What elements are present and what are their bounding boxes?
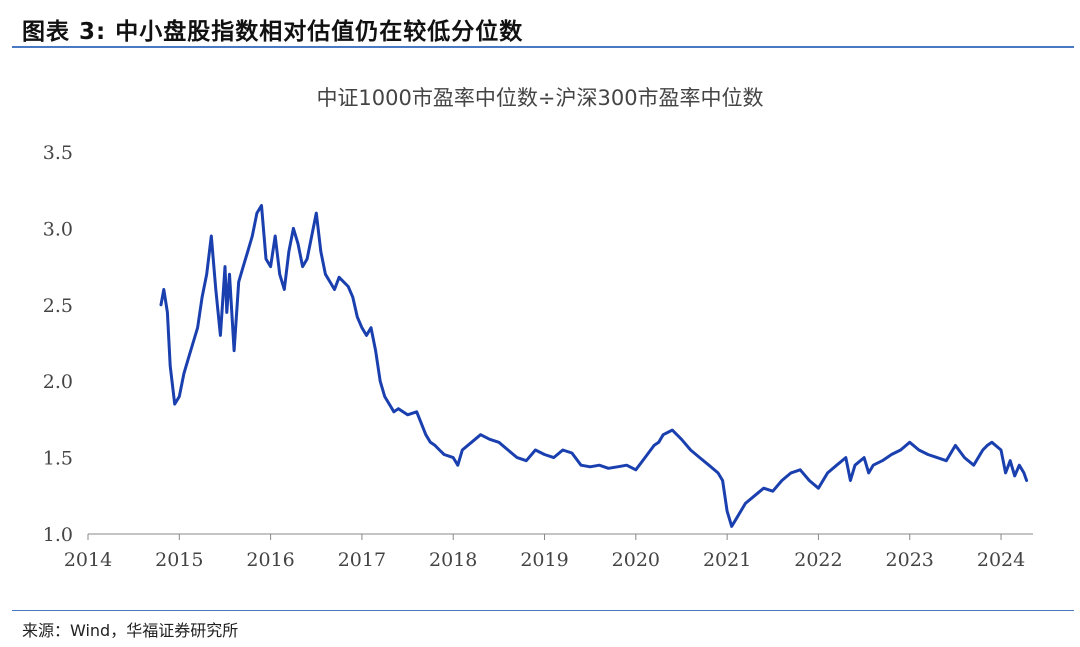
y-tick-label: 1.5 — [43, 448, 73, 470]
figure-title: 图表 3: 中小盘股指数相对估值仍在较低分位数 — [22, 19, 524, 45]
x-tick-label: 2024 — [977, 549, 1025, 571]
x-tick-label: 2014 — [64, 549, 112, 571]
x-tick-label: 2016 — [246, 549, 294, 571]
source-note: 来源：Wind，华福证券研究所 — [22, 621, 239, 640]
x-tick-label: 2015 — [155, 549, 203, 571]
y-tick-label: 2.0 — [43, 371, 73, 393]
x-tick-label: 2020 — [612, 549, 660, 571]
x-tick-label: 2023 — [886, 549, 934, 571]
x-tick-label: 2021 — [703, 549, 751, 571]
series-line — [159, 204, 1029, 528]
x-tick-label: 2022 — [794, 549, 842, 571]
y-tick-label: 2.5 — [43, 295, 73, 317]
x-tick-label: 2018 — [429, 549, 477, 571]
y-tick-label: 3.0 — [43, 218, 73, 240]
header-divider — [12, 46, 1074, 48]
footer-divider — [12, 610, 1074, 611]
x-tick-label: 2017 — [338, 549, 386, 571]
line-chart: 1.0 1.5 2.0 2.5 3.0 3.5 2014 2015 2016 2017 2018 20… — [43, 142, 1033, 571]
y-tick-label: 1.0 — [43, 524, 73, 546]
y-tick-label: 3.5 — [43, 142, 73, 164]
x-tick-label: 2019 — [520, 549, 568, 571]
chart-area: 中证1000市盈率中位数÷沪深300市盈率中位数 1.0 1.5 2.0 2.5 3.0… — [0, 48, 1080, 608]
chart-title: 中证1000市盈率中位数÷沪深300市盈率中位数 — [316, 86, 764, 110]
figure-header: 图表 3: 中小盘股指数相对估值仍在较低分位数 — [0, 0, 1080, 48]
